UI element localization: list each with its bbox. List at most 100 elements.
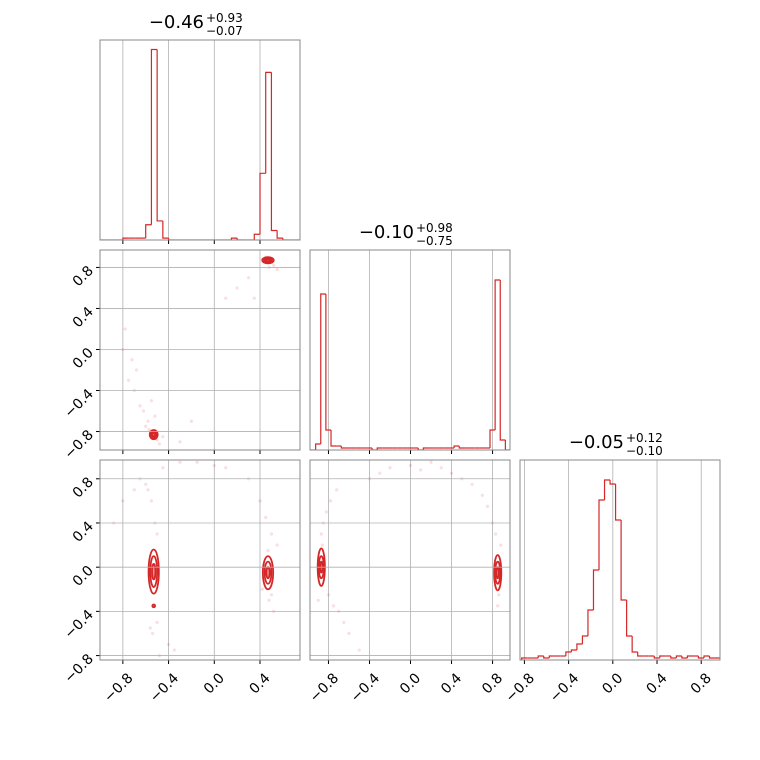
histogram-bin bbox=[581, 635, 588, 644]
histogram-bin bbox=[270, 72, 278, 232]
panel-content bbox=[316, 460, 503, 652]
sample-point bbox=[155, 620, 159, 625]
histogram-bin bbox=[230, 237, 238, 240]
sample-point bbox=[178, 460, 182, 464]
title-err-plus: +0.93 bbox=[206, 11, 243, 25]
sample-point bbox=[121, 499, 125, 503]
contour bbox=[263, 257, 273, 264]
histogram-bin bbox=[703, 655, 710, 658]
sample-point bbox=[161, 435, 165, 439]
histogram-bin bbox=[570, 649, 577, 652]
sample-point bbox=[224, 296, 228, 300]
sample-point bbox=[150, 631, 155, 636]
contour bbox=[261, 256, 275, 265]
histogram-bin bbox=[565, 651, 572, 656]
x-tick-label: 0.4 bbox=[644, 670, 671, 697]
histogram-bin bbox=[715, 657, 720, 660]
histogram-bin bbox=[603, 479, 611, 500]
sample-point bbox=[378, 471, 382, 475]
y-tick-label: 0.4 bbox=[70, 304, 97, 331]
contour bbox=[151, 562, 157, 581]
histogram-bin bbox=[253, 233, 260, 240]
histogram-bin bbox=[576, 643, 583, 650]
sample-point bbox=[496, 604, 500, 608]
sample-point bbox=[408, 463, 413, 468]
x-tick-label: −0.4 bbox=[547, 670, 582, 705]
x-tick-label: 0.0 bbox=[397, 670, 424, 697]
sample-point bbox=[324, 510, 329, 514]
sample-point bbox=[155, 532, 159, 536]
histogram-bin bbox=[659, 655, 666, 658]
sample-point bbox=[146, 488, 150, 492]
sample-point bbox=[449, 471, 454, 475]
panel-content bbox=[121, 255, 279, 446]
sample-point bbox=[260, 587, 264, 591]
histogram-bin bbox=[620, 520, 627, 601]
sample-point bbox=[147, 427, 151, 432]
title-err-minus: −0.10 bbox=[626, 444, 663, 458]
histogram-bin bbox=[653, 656, 660, 659]
histogram-bin bbox=[320, 293, 326, 444]
y-tick-label: 0.8 bbox=[70, 263, 97, 290]
sample-point bbox=[328, 499, 333, 503]
panel-content bbox=[310, 279, 510, 450]
panel-frame bbox=[99, 249, 301, 451]
y-tick-label: −0.8 bbox=[61, 651, 96, 686]
sample-point bbox=[269, 593, 274, 597]
x-tick-label: −0.8 bbox=[503, 670, 538, 705]
histogram-bin bbox=[499, 280, 506, 441]
sample-point bbox=[347, 631, 351, 636]
sample-point bbox=[269, 532, 274, 536]
y-tick-label: −0.4 bbox=[61, 607, 96, 642]
sample-point bbox=[388, 466, 392, 470]
y-tick-label: 0.0 bbox=[70, 563, 97, 590]
histogram-bin bbox=[614, 484, 622, 521]
histogram-bin bbox=[265, 71, 272, 174]
histogram-bin bbox=[609, 480, 616, 485]
sample-point bbox=[499, 543, 503, 547]
sample-point bbox=[266, 549, 270, 553]
x-tick-label: 0.0 bbox=[599, 670, 626, 697]
histogram-bin bbox=[259, 172, 266, 235]
contour bbox=[148, 429, 159, 441]
x-tick-label: −0.4 bbox=[147, 670, 182, 705]
sample-point bbox=[148, 626, 152, 630]
contour bbox=[151, 432, 156, 438]
sample-point bbox=[161, 466, 165, 470]
y-tick-label: −0.8 bbox=[61, 427, 96, 462]
histogram-bin bbox=[282, 238, 289, 240]
contour bbox=[494, 560, 502, 585]
y-tick-label: 0.0 bbox=[70, 345, 97, 372]
panel-frame bbox=[99, 39, 301, 241]
histogram-bin bbox=[162, 220, 169, 239]
contour bbox=[151, 603, 156, 609]
histogram-bin bbox=[371, 448, 378, 450]
histogram-bin bbox=[489, 429, 496, 448]
histogram-bin bbox=[543, 656, 550, 659]
sample-point bbox=[264, 515, 268, 520]
sample-point bbox=[316, 598, 320, 602]
histogram-bin bbox=[376, 447, 383, 450]
sample-point bbox=[419, 468, 423, 472]
sample-point bbox=[320, 543, 324, 547]
histogram-bin bbox=[537, 655, 544, 658]
sample-point bbox=[267, 598, 271, 602]
panel-content bbox=[112, 460, 279, 658]
histogram-bin bbox=[167, 238, 175, 240]
sample-point bbox=[166, 642, 171, 647]
contour bbox=[265, 566, 271, 580]
sample-point bbox=[235, 286, 239, 290]
sample-point bbox=[357, 648, 361, 652]
histogram-bin bbox=[122, 237, 129, 240]
sample-point bbox=[157, 442, 162, 446]
histogram-bin bbox=[156, 49, 163, 222]
sample-point bbox=[470, 482, 474, 486]
sample-point bbox=[130, 358, 134, 362]
y-tick-label: 0.4 bbox=[70, 518, 97, 545]
sample-point bbox=[141, 409, 146, 413]
histogram-bin bbox=[458, 446, 465, 449]
panel-title: −0.46 bbox=[149, 12, 204, 33]
sample-point bbox=[331, 604, 336, 608]
sample-point bbox=[439, 466, 443, 470]
histogram-bin bbox=[670, 656, 677, 659]
